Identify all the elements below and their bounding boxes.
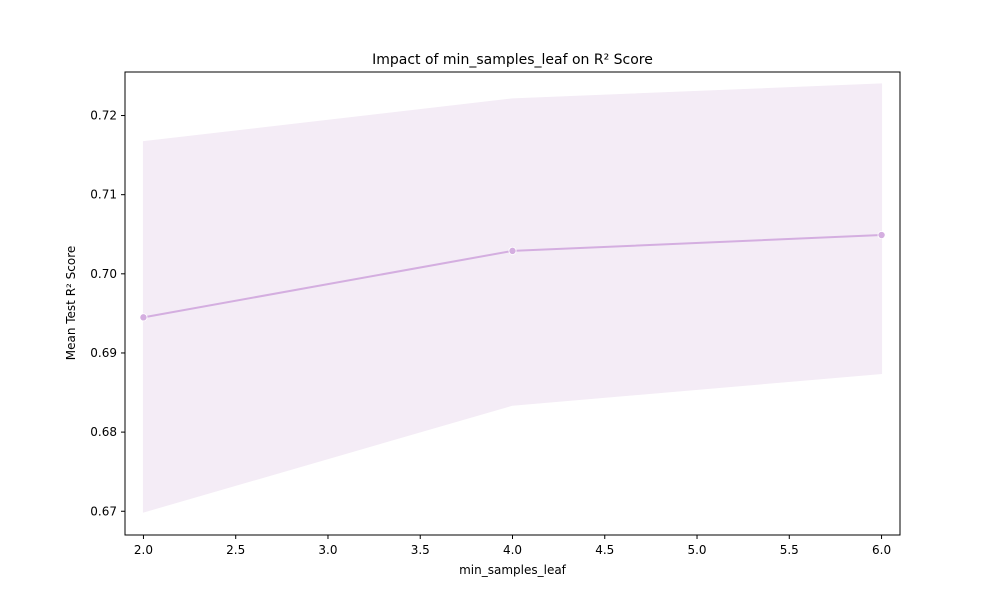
x-tick-label: 4.5 [595,543,614,557]
x-tick-label: 2.5 [226,543,245,557]
x-tick-label: 5.5 [780,543,799,557]
x-tick-label: 2.0 [134,543,153,557]
y-tick-label: 0.69 [90,346,117,360]
data-point [139,313,148,322]
x-tick-label: 3.0 [318,543,337,557]
data-point [508,246,517,255]
x-axis-title: min_samples_leaf [459,563,567,577]
chart-title: Impact of min_samples_leaf on R² Score [372,52,653,68]
y-tick-label: 0.68 [90,425,117,439]
y-tick-label: 0.72 [90,109,117,123]
x-tick-label: 4.0 [503,543,522,557]
y-tick-label: 0.67 [90,504,117,518]
y-tick-label: 0.71 [90,188,117,202]
plot-area: 2.0 2.5 3.0 3.5 4.0 4.5 5.0 5.5 6.0 0.67 0.68 0.69 0… [90,71,901,557]
data-point [877,231,886,240]
y-tick-label: 0.70 [90,267,117,281]
y-axis-title: Mean Test R² Score [64,246,78,361]
x-tick-label: 6.0 [872,543,891,557]
x-tick-label: 3.5 [411,543,430,557]
x-tick-label: 5.0 [687,543,706,557]
confidence-band [142,83,883,513]
